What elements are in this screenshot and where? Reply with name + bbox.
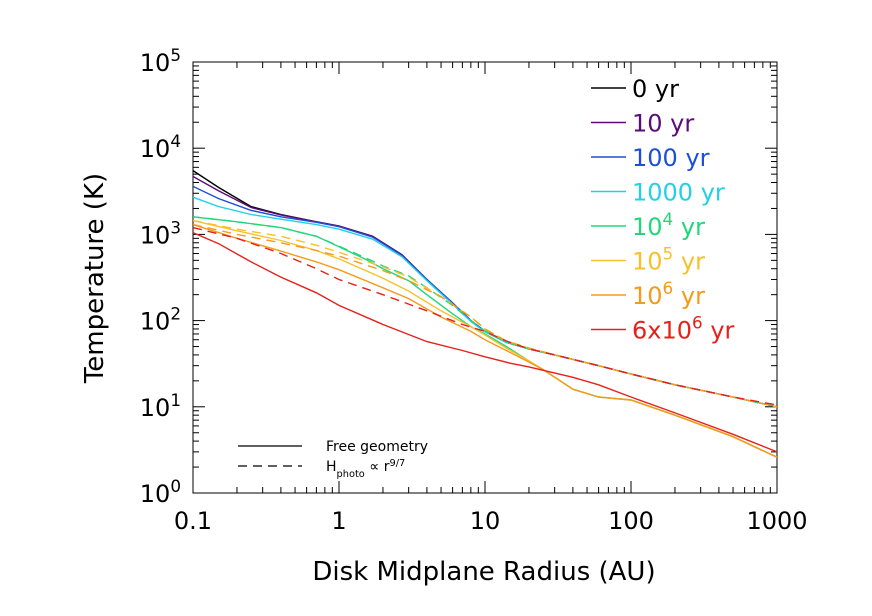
series-line-dashed-4 [193, 216, 777, 408]
style-legend-label-1: Hphoto ∝ r9/7 [326, 458, 405, 480]
series-line-7 [193, 231, 777, 453]
legend-label-5: 105 yr [632, 244, 705, 276]
legend-label-1: 10 yr [632, 110, 694, 138]
legend-label-6: 106 yr [632, 278, 705, 310]
y-tick-label: 102 [140, 304, 181, 336]
y-tick-label: 104 [140, 131, 181, 163]
plot-axes: 0.1 1 10 100 1000 100 101 102 103 104 105 [140, 45, 808, 535]
legend-label-7: 6x106 yr [632, 313, 735, 345]
y-tick-label: 103 [140, 217, 181, 249]
x-tick-label: 0.1 [174, 507, 212, 535]
x-tick-label: 1 [331, 507, 346, 535]
legend-label-4: 104 yr [632, 209, 705, 241]
y-tick-label: 100 [140, 476, 181, 508]
legend-label-0: 0 yr [632, 75, 679, 103]
x-tick-label: 10 [470, 507, 501, 535]
series-lines [193, 170, 777, 458]
style-legend-label-0: Free geometry [326, 439, 428, 455]
series-line-6 [193, 223, 777, 458]
legend-label-2: 100 yr [632, 144, 710, 172]
y-tick-label: 105 [140, 45, 181, 77]
series-line-dashed-6 [193, 223, 777, 408]
line-style-legend: Free geometry Hphoto ∝ r9/7 [238, 439, 428, 480]
x-axis-title: Disk Midplane Radius (AU) [312, 557, 655, 587]
y-tick-label: 101 [140, 390, 181, 422]
x-tick-label: 100 [608, 507, 654, 535]
y-axis-title: Temperature (K) [80, 173, 110, 384]
x-tick-label: 1000 [746, 507, 807, 535]
legend-label-3: 1000 yr [632, 179, 725, 207]
